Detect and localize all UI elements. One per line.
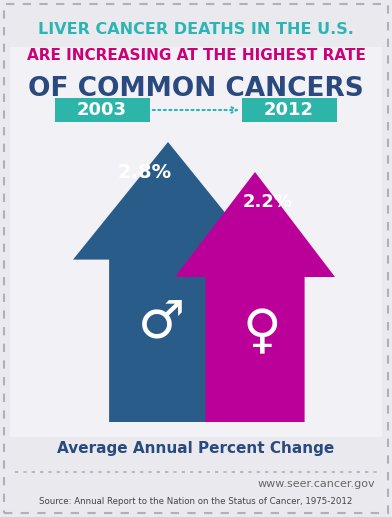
Text: OF COMMON CANCERS: OF COMMON CANCERS xyxy=(28,76,364,102)
Text: 2012: 2012 xyxy=(264,101,314,119)
Text: Average Annual Percent Change: Average Annual Percent Change xyxy=(57,442,335,457)
FancyBboxPatch shape xyxy=(242,98,337,122)
FancyBboxPatch shape xyxy=(10,47,382,437)
Text: 2.2%: 2.2% xyxy=(243,193,293,211)
Polygon shape xyxy=(175,172,335,422)
Text: ARE INCREASING AT THE HIGHEST RATE: ARE INCREASING AT THE HIGHEST RATE xyxy=(27,48,365,63)
Text: www.seer.cancer.gov: www.seer.cancer.gov xyxy=(258,479,375,489)
Text: 2.8%: 2.8% xyxy=(118,162,172,181)
Polygon shape xyxy=(73,142,263,422)
Text: LIVER CANCER DEATHS IN THE U.S.: LIVER CANCER DEATHS IN THE U.S. xyxy=(38,22,354,37)
Text: ♀: ♀ xyxy=(243,306,281,358)
Text: Source: Annual Report to the Nation on the Status of Cancer, 1975-2012: Source: Annual Report to the Nation on t… xyxy=(39,496,353,506)
FancyBboxPatch shape xyxy=(55,98,150,122)
Text: 2003: 2003 xyxy=(77,101,127,119)
Text: ♂: ♂ xyxy=(138,296,186,348)
